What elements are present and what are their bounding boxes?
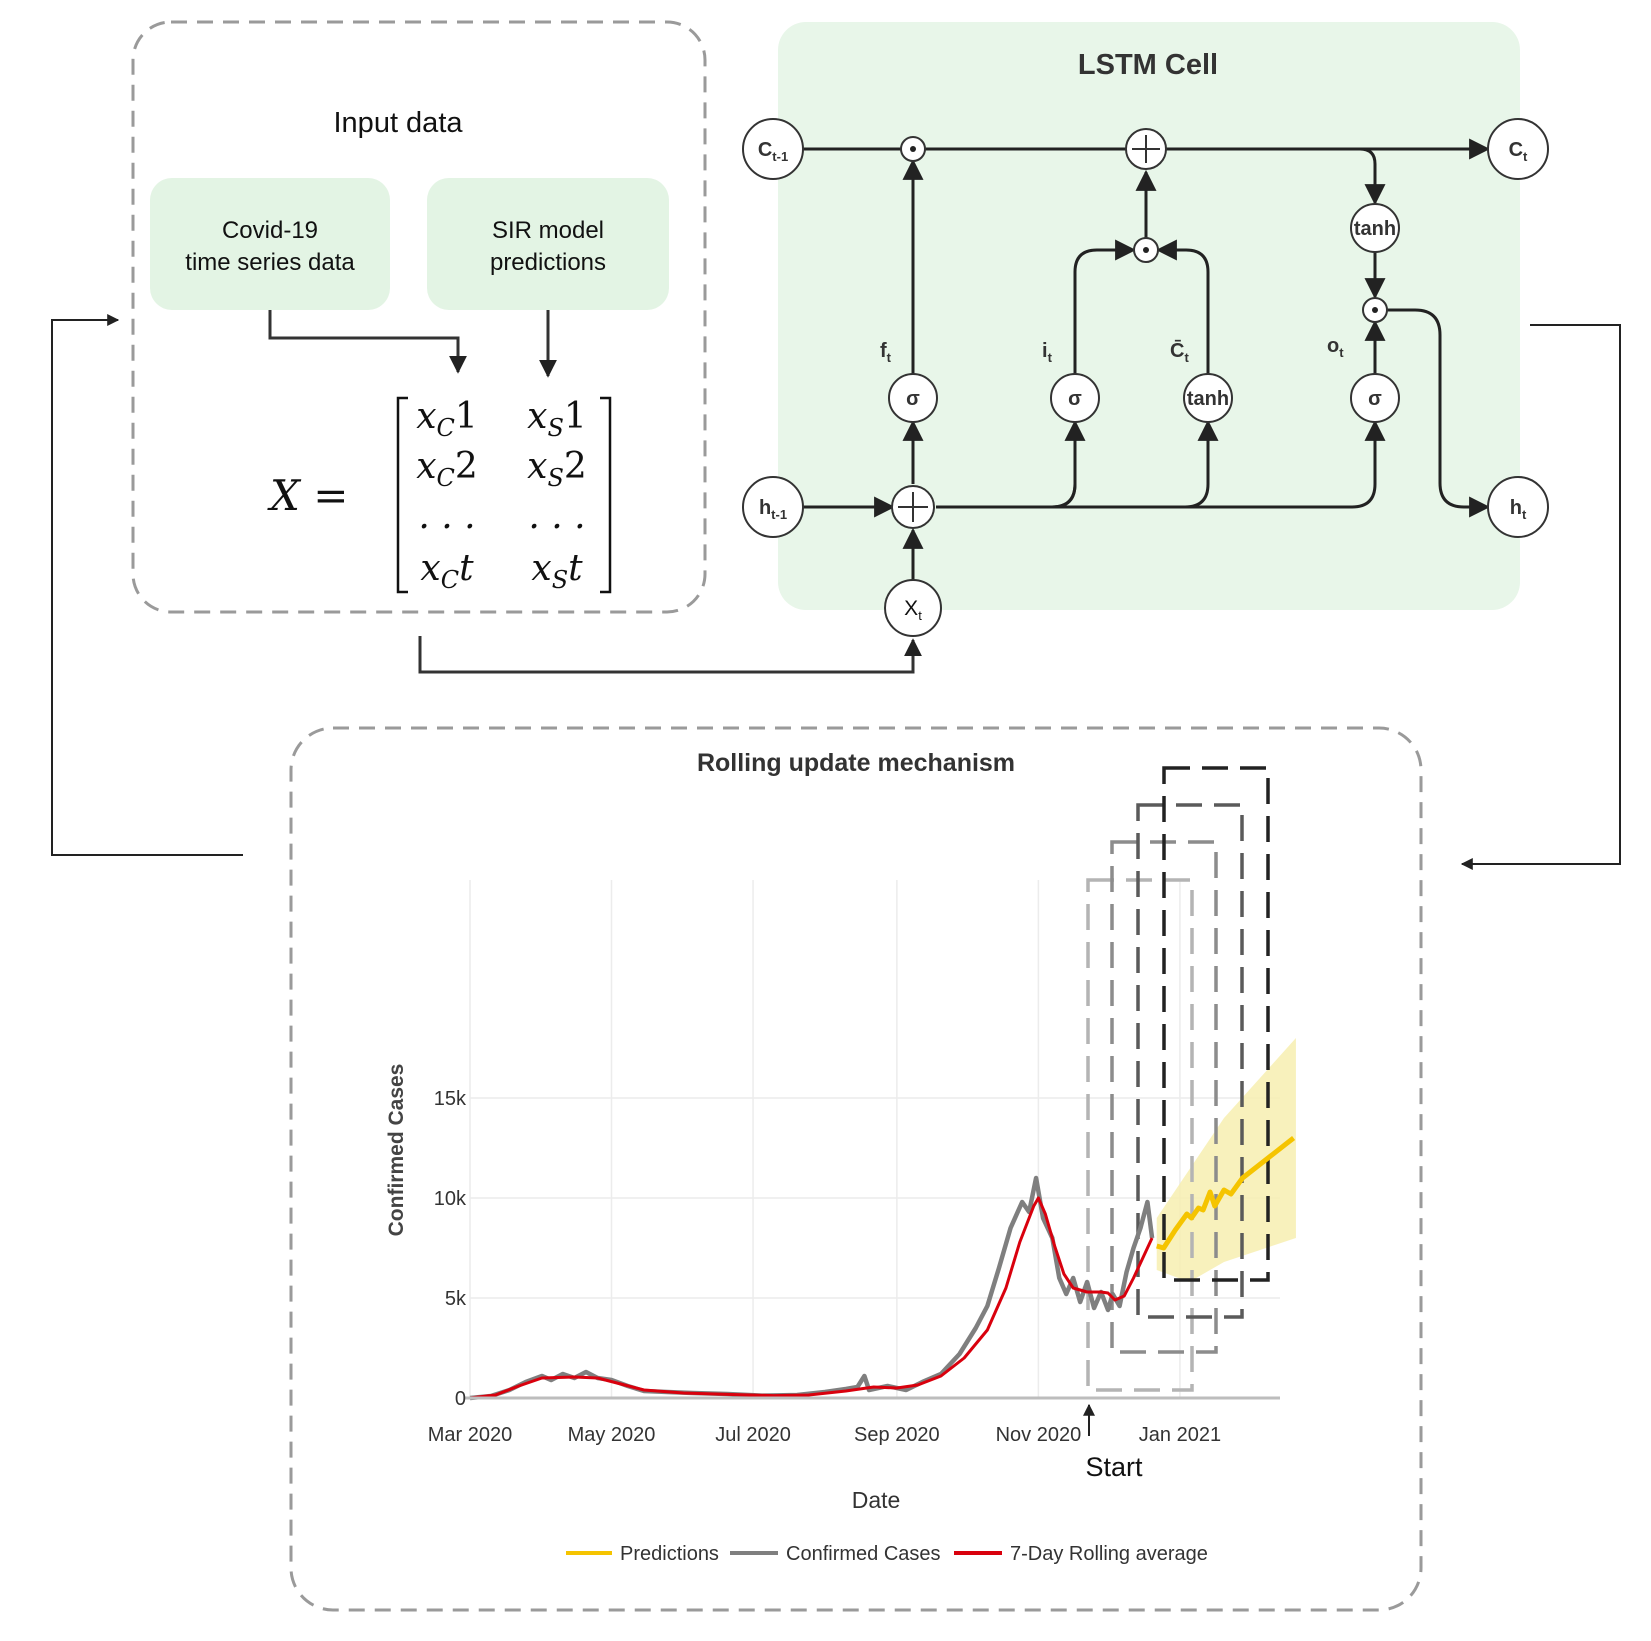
legend-confirmed: Confirmed Cases <box>786 1543 941 1565</box>
covid-data-line1: Covid-19 <box>222 217 318 244</box>
matrix-cell: xS1 <box>527 396 587 442</box>
sir-line1: SIR model <box>492 217 604 244</box>
c-prev-node: Ct-1 <box>742 118 804 180</box>
candidate-label: C̄t <box>1170 340 1189 365</box>
c-next-node: Ct <box>1487 118 1549 180</box>
input-to-lstm-arrow <box>418 636 922 674</box>
svg-text:Ct-1: Ct-1 <box>758 139 788 164</box>
matrix-cell: . . . <box>528 496 585 537</box>
y-tick-label: 10k <box>434 1188 467 1210</box>
x-input-node: Xt <box>884 579 942 637</box>
lstm-cell: LSTM Cell Ct-1 Ct <box>742 22 1549 637</box>
input-gate-sigma: σ <box>1050 373 1100 423</box>
covid-data-line2: time series data <box>185 249 355 276</box>
matrix-cell: xC2 <box>416 446 478 492</box>
svg-text:tanh: tanh <box>1187 388 1229 410</box>
h-prev-node: ht-1 <box>742 476 804 538</box>
h-next-node: ht <box>1487 476 1549 538</box>
x-axis-label: Date <box>852 1487 901 1513</box>
y-axis-label: Confirmed Cases <box>385 1064 408 1237</box>
rolling-to-input-arrow <box>51 314 243 856</box>
legend-predictions: Predictions <box>620 1543 719 1565</box>
svg-text:tanh: tanh <box>1354 218 1396 240</box>
sir-predictions-box: SIR model predictions <box>427 178 669 310</box>
rolling-update-panel: Rolling update mechanism <box>289 726 1423 1612</box>
input-multiply-op <box>1133 237 1159 263</box>
input-data-title: Input data <box>334 107 464 139</box>
series-confirmed-cases <box>469 1175 1155 1401</box>
x-tick-label: Mar 2020 <box>428 1424 513 1446</box>
forget-gate-sigma: σ <box>888 373 938 423</box>
matrix-cell: xS2 <box>527 446 587 492</box>
prediction-interval-band <box>1156 1038 1296 1282</box>
x-tick-label: Sep 2020 <box>854 1424 940 1446</box>
rolling-window-frame <box>1086 878 1194 1392</box>
rolling-window-frame <box>1136 803 1244 1319</box>
chart-legend: Predictions Confirmed Cases 7-Day Rollin… <box>566 1543 1208 1565</box>
forget-gate-label: ft <box>880 340 892 365</box>
legend-rolling: 7-Day Rolling average <box>1010 1543 1208 1565</box>
y-tick-label: 5k <box>445 1288 467 1310</box>
covid-data-box: Covid-19 time series data <box>150 178 390 310</box>
input-data-panel: Input data Covid-19 time series data SIR… <box>131 20 707 614</box>
x-tick-labels: Mar 2020 May 2020 Jul 2020 Sep 2020 Nov 2020… <box>428 1424 1221 1446</box>
matrix-cell: xSt <box>531 548 583 594</box>
cases-chart: Mar 2020 May 2020 Jul 2020 Sep 2020 Nov 2020… <box>385 766 1296 1565</box>
matrix-cell: . . . <box>418 496 475 537</box>
concat-add-op <box>891 485 935 529</box>
y-tick-label: 15k <box>434 1088 467 1110</box>
matrix-lhs: X = <box>267 471 348 520</box>
output-multiply-op <box>1362 297 1388 323</box>
output-gate-sigma: σ <box>1350 373 1400 423</box>
cell-add-op <box>1125 128 1167 170</box>
input-gate-label: it <box>1042 340 1053 365</box>
svg-text:Ct: Ct <box>1509 139 1528 164</box>
svg-text:Xt: Xt <box>904 597 922 623</box>
x-tick-label: May 2020 <box>568 1424 656 1446</box>
rolling-window-frame <box>1162 766 1270 1282</box>
svg-text:σ: σ <box>1068 388 1082 410</box>
covid-to-matrix-arrow <box>268 310 467 374</box>
svg-text:σ: σ <box>906 388 920 410</box>
svg-text:ht-1: ht-1 <box>759 497 787 522</box>
lstm-to-rolling-arrow <box>1460 324 1621 870</box>
x-tick-label: Jan 2021 <box>1139 1424 1221 1446</box>
x-tick-label: Jul 2020 <box>715 1424 791 1446</box>
rolling-windows <box>1086 766 1270 1392</box>
candidate-tanh: tanh <box>1183 373 1233 423</box>
matrix-cell: xC1 <box>416 396 478 442</box>
matrix-cell: xCt <box>420 548 474 594</box>
lstm-title: LSTM Cell <box>1078 49 1218 81</box>
output-tanh: tanh <box>1350 203 1400 253</box>
chart-lines <box>469 1136 1296 1401</box>
svg-text:σ: σ <box>1368 388 1382 410</box>
chart-grid <box>469 880 1280 1398</box>
series-predictions <box>1156 1136 1296 1251</box>
rolling-title: Rolling update mechanism <box>697 749 1015 777</box>
sir-line2: predictions <box>490 249 606 276</box>
output-gate-label: ot <box>1327 335 1344 360</box>
x-tick-label: Nov 2020 <box>996 1424 1082 1446</box>
y-tick-labels: 0 5k 10k 15k <box>434 1088 467 1410</box>
series-7-day-rolling-average <box>469 1196 1154 1400</box>
prediction-band <box>1156 1038 1296 1282</box>
y-tick-label: 0 <box>455 1388 466 1410</box>
svg-text:ht: ht <box>1510 497 1527 522</box>
start-label: Start <box>1085 1452 1143 1482</box>
forget-multiply-op <box>900 136 926 162</box>
